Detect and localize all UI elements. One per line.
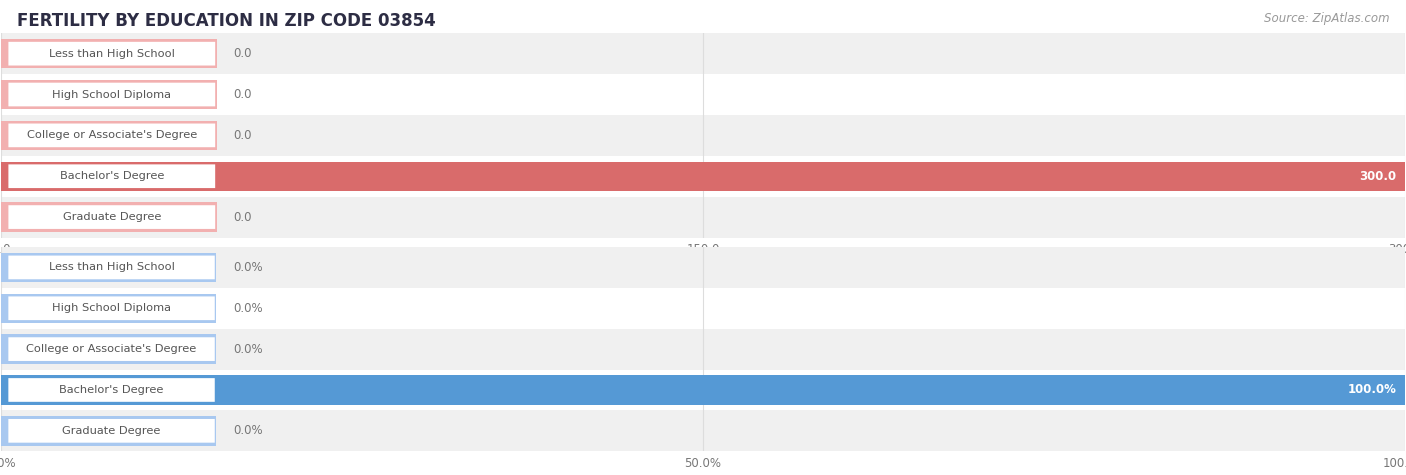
Bar xyxy=(1,74,1405,115)
FancyBboxPatch shape xyxy=(8,419,215,443)
FancyBboxPatch shape xyxy=(8,378,215,402)
Bar xyxy=(1,288,1405,329)
FancyBboxPatch shape xyxy=(8,205,215,229)
Bar xyxy=(1,80,217,109)
FancyBboxPatch shape xyxy=(8,124,215,147)
Bar xyxy=(1,334,217,364)
Bar xyxy=(1,156,1405,197)
Bar xyxy=(1,121,217,150)
FancyBboxPatch shape xyxy=(8,83,215,106)
Text: Bachelor's Degree: Bachelor's Degree xyxy=(59,385,163,395)
Text: Less than High School: Less than High School xyxy=(49,262,174,273)
Text: Bachelor's Degree: Bachelor's Degree xyxy=(59,171,165,181)
Text: 100.0%: 100.0% xyxy=(1347,383,1396,397)
Bar xyxy=(1,247,1405,288)
Bar xyxy=(1,39,217,68)
Bar xyxy=(1,416,217,446)
Bar xyxy=(1,375,1405,405)
Text: Graduate Degree: Graduate Degree xyxy=(63,212,160,222)
Bar xyxy=(1,329,1405,370)
Bar xyxy=(1,33,1405,74)
Text: 0.0%: 0.0% xyxy=(233,342,263,356)
Text: 300.0: 300.0 xyxy=(1360,170,1396,183)
FancyBboxPatch shape xyxy=(8,42,215,66)
Text: Graduate Degree: Graduate Degree xyxy=(62,426,160,436)
Bar xyxy=(1,410,1405,451)
Text: 0.0%: 0.0% xyxy=(233,302,263,315)
Text: College or Associate's Degree: College or Associate's Degree xyxy=(27,130,197,141)
Bar xyxy=(1,197,1405,238)
Text: 0.0%: 0.0% xyxy=(233,424,263,437)
Text: High School Diploma: High School Diploma xyxy=(52,303,172,314)
Text: 0.0: 0.0 xyxy=(233,47,252,60)
Text: 0.0%: 0.0% xyxy=(233,261,263,274)
FancyBboxPatch shape xyxy=(8,256,215,279)
Text: FERTILITY BY EDUCATION IN ZIP CODE 03854: FERTILITY BY EDUCATION IN ZIP CODE 03854 xyxy=(17,12,436,30)
Text: College or Associate's Degree: College or Associate's Degree xyxy=(27,344,197,354)
Bar xyxy=(1,253,217,282)
Text: 0.0: 0.0 xyxy=(233,210,252,224)
Text: Less than High School: Less than High School xyxy=(49,48,174,59)
Text: 0.0: 0.0 xyxy=(233,129,252,142)
FancyBboxPatch shape xyxy=(8,296,215,320)
Text: High School Diploma: High School Diploma xyxy=(52,89,172,100)
Bar xyxy=(1,370,1405,410)
Bar xyxy=(1,294,217,323)
Text: 0.0: 0.0 xyxy=(233,88,252,101)
Bar xyxy=(1,115,1405,156)
FancyBboxPatch shape xyxy=(8,337,215,361)
Text: Source: ZipAtlas.com: Source: ZipAtlas.com xyxy=(1264,12,1389,25)
Bar xyxy=(1,162,1405,191)
FancyBboxPatch shape xyxy=(8,164,215,188)
Bar xyxy=(1,202,217,232)
